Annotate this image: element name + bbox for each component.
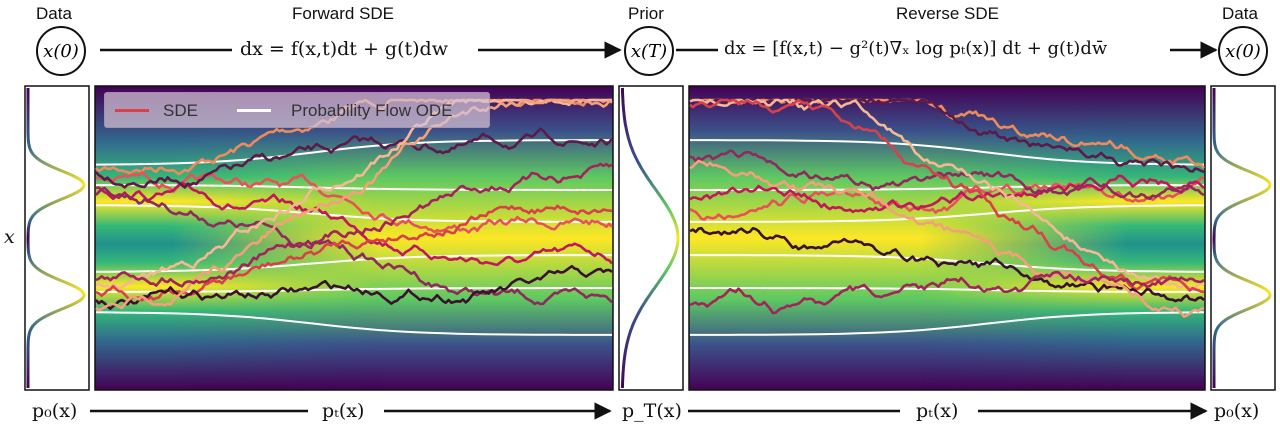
sde-path xyxy=(690,98,1205,174)
sde-path xyxy=(689,149,1205,201)
density-pT xyxy=(618,85,684,391)
sde-path xyxy=(95,98,613,312)
label-data-left: Data xyxy=(36,4,72,23)
legend: SDE Probability Flow ODE xyxy=(104,92,490,128)
label-p0-right: p₀(x) xyxy=(1214,400,1260,422)
sde-path xyxy=(689,270,1205,315)
ode-flow-line xyxy=(690,204,1204,223)
density-p0-left xyxy=(24,85,90,391)
label-forward-sde: Forward SDE xyxy=(292,4,395,23)
sde-path xyxy=(689,98,1205,292)
ode-flow-line xyxy=(690,139,1205,166)
sde-path xyxy=(95,98,612,290)
label-data-right: Data xyxy=(1222,4,1258,23)
legend-ode-label: Probability Flow ODE xyxy=(291,101,453,120)
sde-path xyxy=(689,176,1205,221)
axis-x-label: x xyxy=(4,226,15,248)
density-p0-right xyxy=(1210,85,1276,391)
ode-flow-line xyxy=(95,139,612,166)
label-reverse-sde: Reverse SDE xyxy=(896,4,999,23)
sde-path xyxy=(95,186,613,306)
sde-path xyxy=(689,174,1205,214)
ode-flow-line xyxy=(690,287,1204,293)
label-pt-forward: pₜ(x) xyxy=(322,400,365,422)
sde-path xyxy=(95,181,613,267)
label-pT: p_T(x) xyxy=(622,400,682,422)
reverse-heatmap xyxy=(688,85,1206,391)
sde-path xyxy=(689,159,1205,318)
label-pt-reverse: pₜ(x) xyxy=(916,400,959,422)
sde-paths-forward xyxy=(95,98,613,312)
label-p0-left: p₀(x) xyxy=(32,400,78,422)
node-xT: x(T) xyxy=(624,26,674,76)
ode-flow-line xyxy=(690,311,1205,336)
forward-heatmap xyxy=(94,85,614,391)
equation-reverse: dx = [f(x,t) − g²(t)∇ₓ log pₜ(x)] dt + g… xyxy=(724,38,1108,59)
ode-flow-line xyxy=(95,311,612,336)
node-x0-left: x(0) xyxy=(36,26,86,76)
sde-path xyxy=(95,264,613,310)
label-prior: Prior xyxy=(628,4,664,23)
legend-sde-swatch xyxy=(115,109,149,112)
sde-path xyxy=(689,98,1205,294)
node-x0-right: x(0) xyxy=(1218,26,1268,76)
sde-paths-reverse xyxy=(689,98,1205,318)
sde-path xyxy=(95,127,613,189)
sde-path xyxy=(689,226,1205,303)
legend-ode-swatch xyxy=(237,109,271,112)
sde-path xyxy=(95,162,613,288)
legend-sde-label: SDE xyxy=(163,101,198,120)
equation-forward: dx = f(x,t)dt + g(t)dw xyxy=(240,38,448,60)
